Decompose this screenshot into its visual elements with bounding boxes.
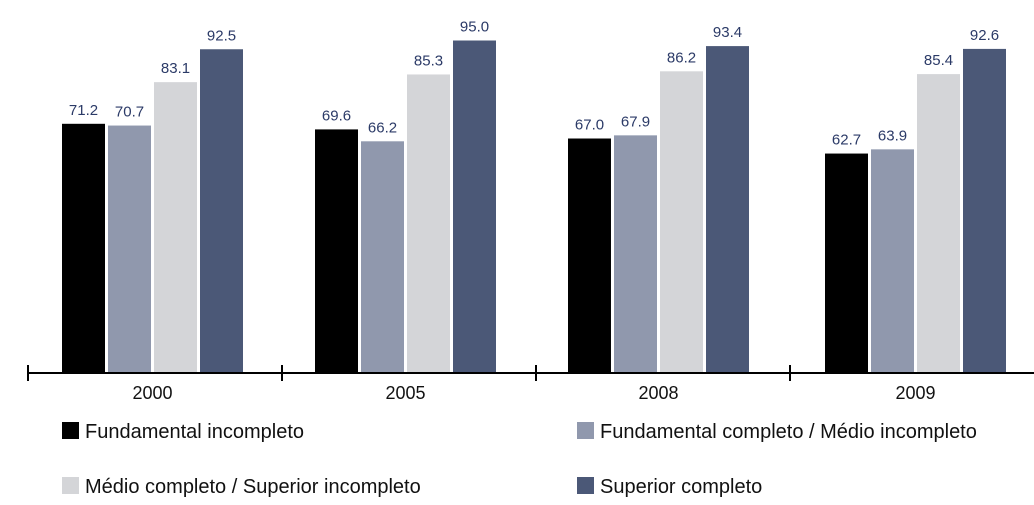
bar-2000-series-4 [200,49,243,373]
category-label-2009: 2009 [895,383,935,403]
value-label-2009-series-1: 62.7 [832,132,861,149]
category-label-2008: 2008 [638,383,678,403]
legend-label-series-3: Médio completo / Superior incompleto [85,476,421,498]
value-label-2009-series-2: 63.9 [878,127,907,144]
bar-2005-series-4 [453,40,496,373]
legend-swatch-series-1 [62,422,79,439]
value-label-2005-series-1: 69.6 [322,107,351,124]
value-label-2005-series-4: 95.0 [460,19,489,36]
bars-group: 71.2 69.6 67.0 62.7 70.7 66.2 67.9 63.9 83.1 85.3… [62,19,1006,374]
legend-swatch-series-2 [577,422,594,439]
legend-swatch-series-3 [62,477,79,494]
bar-2005-series-3 [407,74,450,373]
value-label-2008-series-4: 93.4 [713,24,742,41]
value-label-2008-series-1: 67.0 [575,117,604,134]
value-label-2009-series-3: 85.4 [924,52,953,69]
bar-2008-series-2 [614,135,657,373]
category-label-2005: 2005 [385,383,425,403]
bar-2009-series-1 [825,153,868,373]
bar-2000-series-3 [154,82,197,374]
bar-2005-series-1 [315,129,358,373]
value-label-2005-series-3: 85.3 [414,52,443,69]
bar-2008-series-1 [568,138,611,373]
legend-label-series-2: Fundamental completo / Médio incompleto [600,421,977,443]
value-label-2009-series-4: 92.6 [970,27,999,44]
bar-2009-series-2 [871,149,914,373]
value-label-2000-series-1: 71.2 [69,102,98,119]
bar-2009-series-3 [917,74,960,373]
legend: Fundamental incompleto Fundamental comple… [62,421,977,498]
value-label-2000-series-4: 92.5 [207,27,236,44]
bar-2000-series-2 [108,125,151,373]
bar-2008-series-4 [706,46,749,373]
legend-swatch-series-4 [577,477,594,494]
x-axis: 2000 2005 2008 2009 [27,365,1034,403]
value-label-2008-series-2: 67.9 [621,113,650,130]
bar-2008-series-3 [660,71,703,374]
legend-label-series-1: Fundamental incompleto [85,421,304,443]
bar-2009-series-4 [963,48,1006,374]
bar-2005-series-2 [361,141,404,373]
legend-label-series-4: Superior completo [600,476,762,498]
bar-2000-series-1 [62,123,105,373]
value-label-2005-series-2: 66.2 [368,119,397,136]
value-label-2000-series-3: 83.1 [161,60,190,77]
value-label-2000-series-2: 70.7 [115,104,144,121]
value-label-2008-series-3: 86.2 [667,49,696,66]
category-label-2000: 2000 [132,383,172,403]
